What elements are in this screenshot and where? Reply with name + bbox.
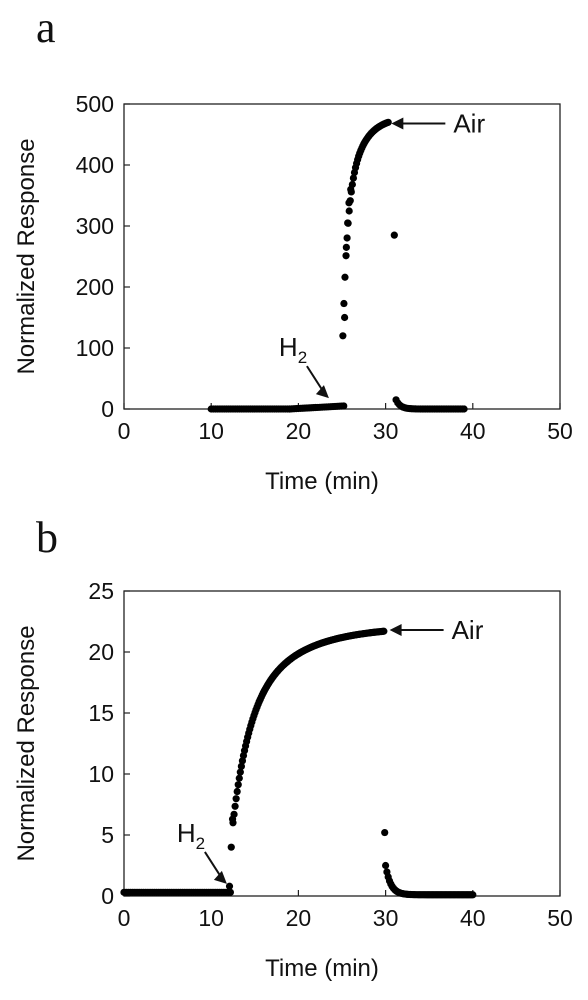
- x-tick-label: 50: [547, 905, 573, 931]
- x-tick-label: 10: [198, 418, 224, 444]
- annotation-label: H2: [279, 332, 307, 367]
- annotation-text: H: [177, 818, 196, 848]
- data-point: [344, 219, 352, 227]
- y-tick-label: 400: [76, 152, 114, 178]
- x-tick-label: 20: [286, 418, 312, 444]
- data-point: [341, 273, 349, 281]
- data-point: [342, 243, 350, 251]
- y-tick-label: 500: [76, 91, 114, 117]
- x-tick-label: 40: [460, 905, 486, 931]
- annotation-label: Air: [453, 109, 485, 139]
- annotation-label: H2: [177, 818, 205, 853]
- data-point: [381, 828, 389, 837]
- data-point: [227, 843, 235, 851]
- y-axis-label: Normalized Response: [13, 138, 40, 374]
- plot-frame: [123, 103, 561, 410]
- data-point: [380, 627, 388, 635]
- x-tick-label: 0: [118, 905, 131, 931]
- x-tick-label: 20: [286, 905, 312, 931]
- y-tick-label: 15: [88, 700, 114, 726]
- data-point: [228, 815, 237, 823]
- x-axis-label: Time (min): [265, 955, 379, 982]
- data-point: [343, 234, 351, 242]
- y-tick-label: 20: [88, 639, 114, 665]
- data-point: [340, 402, 348, 410]
- x-tick-label: 0: [118, 418, 131, 444]
- data-point: [231, 802, 239, 810]
- data-point: [232, 795, 240, 803]
- x-tick-label: 40: [460, 418, 486, 444]
- y-tick-label: 0: [101, 883, 114, 909]
- data-point: [384, 118, 392, 126]
- arrow-head: [213, 870, 227, 884]
- x-tick-label: 30: [373, 905, 399, 931]
- data-point: [234, 781, 242, 789]
- panel-label-b: b: [36, 513, 58, 562]
- data-point: [236, 768, 244, 776]
- data-point: [226, 888, 234, 896]
- arrow-head: [389, 624, 402, 637]
- annotation-subscript: 2: [298, 348, 307, 367]
- data-point: [345, 199, 353, 207]
- data-point: [237, 762, 245, 770]
- x-tick-label: 10: [198, 905, 224, 931]
- x-tick-label: 30: [373, 418, 399, 444]
- x-axis-label: Time (min): [265, 468, 379, 495]
- arrow-head: [315, 385, 329, 399]
- x-tick-label: 50: [547, 418, 573, 444]
- data-point: [341, 313, 349, 322]
- annotation-text: H: [279, 332, 298, 362]
- data-point: [469, 891, 477, 899]
- y-tick-label: 5: [101, 822, 114, 848]
- data-point: [233, 787, 241, 796]
- annotation-subscript: 2: [196, 834, 205, 853]
- y-tick-label: 200: [76, 274, 114, 300]
- data-point: [345, 207, 353, 215]
- y-axis-label: Normalized Response: [13, 625, 40, 861]
- y-tick-label: 0: [101, 396, 114, 422]
- y-tick-label: 25: [88, 578, 114, 604]
- data-point: [349, 174, 358, 182]
- data-point: [460, 405, 468, 413]
- data-point: [340, 299, 348, 308]
- y-tick-label: 10: [88, 761, 114, 787]
- data-point: [339, 332, 347, 340]
- data-point: [390, 231, 398, 239]
- data-point: [225, 882, 234, 890]
- data-point: [235, 774, 243, 782]
- y-tick-label: 100: [76, 335, 114, 361]
- y-tick-label: 300: [76, 213, 114, 239]
- panel-label-a: a: [36, 3, 56, 52]
- annotation-label: Air: [452, 615, 484, 645]
- arrow-head: [391, 117, 404, 130]
- data-point: [347, 185, 355, 193]
- data-point: [342, 252, 350, 260]
- plot-frame: [123, 590, 561, 897]
- data-point: [382, 861, 390, 870]
